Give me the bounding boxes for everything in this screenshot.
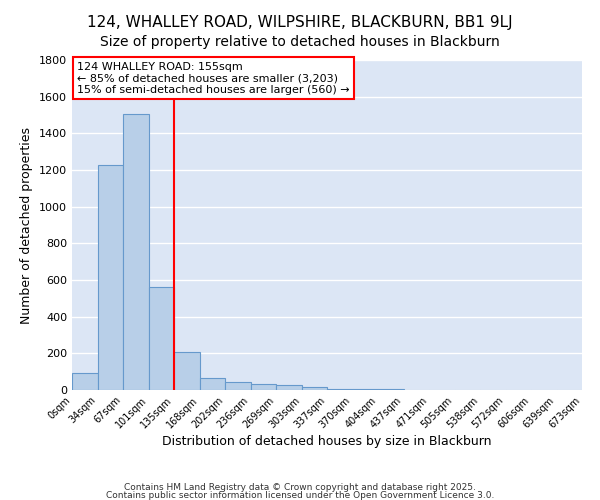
Bar: [251, 384, 276, 390]
Bar: [225, 382, 251, 390]
Bar: [302, 387, 327, 390]
X-axis label: Distribution of detached houses by size in Blackburn: Distribution of detached houses by size …: [162, 436, 492, 448]
Y-axis label: Number of detached properties: Number of detached properties: [20, 126, 34, 324]
Text: Contains public sector information licensed under the Open Government Licence 3.: Contains public sector information licen…: [106, 490, 494, 500]
Bar: [353, 389, 378, 390]
Text: 124 WHALLEY ROAD: 155sqm
← 85% of detached houses are smaller (3,203)
15% of sem: 124 WHALLEY ROAD: 155sqm ← 85% of detach…: [77, 62, 350, 95]
Bar: [276, 386, 302, 390]
Bar: [199, 378, 225, 390]
Text: 124, WHALLEY ROAD, WILPSHIRE, BLACKBURN, BB1 9LJ: 124, WHALLEY ROAD, WILPSHIRE, BLACKBURN,…: [87, 15, 513, 30]
Bar: [174, 352, 199, 390]
Bar: [327, 389, 353, 390]
Bar: [123, 114, 149, 390]
Text: Contains HM Land Registry data © Crown copyright and database right 2025.: Contains HM Land Registry data © Crown c…: [124, 483, 476, 492]
Text: Size of property relative to detached houses in Blackburn: Size of property relative to detached ho…: [100, 35, 500, 49]
Bar: [97, 164, 123, 390]
Bar: [378, 389, 404, 390]
Bar: [149, 288, 174, 390]
Bar: [72, 372, 97, 390]
